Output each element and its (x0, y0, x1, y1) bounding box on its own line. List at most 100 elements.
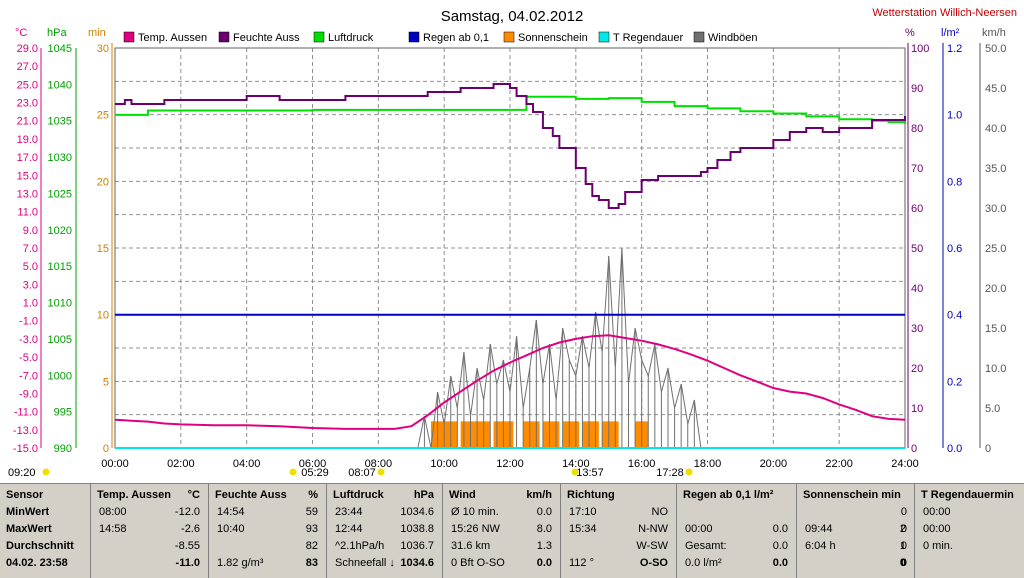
tick-label-rain_l: 1.0 (947, 110, 962, 122)
x-tick-label: 08:00 (365, 458, 393, 470)
table-cell-right: -2.6 (181, 523, 200, 535)
tick-label-temp_c: 3.0 (23, 279, 38, 291)
tick-label-pressure_hpa: 1030 (48, 152, 72, 164)
legend-swatch (123, 31, 135, 43)
table-cell-row: 23:44 1034.6 (327, 505, 442, 520)
table-cell-left: 08:00 (99, 506, 127, 518)
sun-marker (42, 468, 50, 476)
tick-label-wind_kmh: 10.0 (985, 363, 1006, 375)
legend-label: T Regendauer (613, 32, 683, 44)
tick-label-wind_kmh: 40.0 (985, 123, 1006, 135)
table-cell-left: 00:00 (923, 506, 951, 518)
tick-label-pressure_hpa: 1015 (48, 261, 72, 273)
tick-label-temp_c: -3.0 (19, 334, 38, 346)
table-col-unit: % (308, 489, 318, 501)
table-cell-row: 15:34 N-NW (561, 522, 676, 537)
table-cell-left: 12:44 (335, 523, 363, 535)
table-cell-row: ^2.1hPa/h 1036.7 (327, 539, 442, 554)
table-cell-left: 00:00 (685, 523, 713, 535)
tick-label-temp_c: 7.0 (23, 243, 38, 255)
table-cell-left: Ø 10 min. (451, 506, 499, 518)
table-cell-row: 09:44 2 (797, 522, 914, 537)
x-tick-label: 16:00 (628, 458, 656, 470)
table-cell-right: 0.0 (536, 557, 552, 569)
table-cell-row: 112 ° O-SO (561, 556, 676, 571)
x-tick-label: 12:00 (496, 458, 524, 470)
table-label-col: Sensor MinWert MaxWert Durchschnitt 04.02. 2… (0, 484, 90, 578)
table-col: Richtung 17:10 NO 15:34 N-NW W-SW 112 ° O-SO (560, 484, 676, 578)
tick-label-wind_kmh: 35.0 (985, 163, 1006, 175)
table-col: Regen ab 0,1 l/m² 00:00 0.0 Gesamt: 0.0 0.0 l… (676, 484, 796, 578)
table-cell-row: 12:44 1038.8 (327, 522, 442, 537)
table-cell-row: 0 Bft O-SO 0.0 (443, 556, 560, 571)
table-row-label: Sensor (6, 489, 44, 501)
table-cell-row (677, 505, 796, 520)
table-cell-row: 0.0 l/m² 0.0 (677, 556, 796, 571)
tick-label-pressure_hpa: 1010 (48, 298, 72, 310)
time-marker-label: 08:07 (348, 467, 376, 479)
weather-chart: Samstag, 04.02.2012 Wetterstation Willic… (8, 7, 1017, 479)
tick-label-pressure_hpa: 995 (54, 407, 72, 419)
table-cell-right: 1038.8 (400, 523, 434, 535)
legend-label: Sonnenschein (518, 32, 588, 44)
legend-swatch (218, 31, 230, 43)
tick-label-wind_kmh: 45.0 (985, 83, 1006, 95)
tick-label-temp_c: 11.0 (17, 207, 38, 219)
table-col-title: Regen ab 0,1 l/m² (683, 489, 774, 501)
tick-label-wind_kmh: 30.0 (985, 203, 1006, 215)
table-row-label: MinWert (6, 506, 50, 518)
table-cell-right: 0 (899, 557, 906, 569)
table-cell-left: 14:58 (99, 523, 127, 535)
tick-label-temp_c: 17.0 (17, 152, 38, 164)
tick-label-wind_kmh: 20.0 (985, 283, 1006, 295)
sunshine-bar (542, 421, 560, 448)
table-cell-left: 23:44 (335, 506, 363, 518)
table-col-title: Luftdruck (333, 489, 384, 501)
legend-swatch (598, 31, 610, 43)
tick-label-temp_c: 5.0 (23, 261, 38, 273)
table-cell-row: 0 (797, 556, 914, 571)
table-cell-left: 14:54 (217, 506, 245, 518)
tick-label-sun_min: 5 (103, 376, 109, 388)
x-tick-label: 04:00 (233, 458, 261, 470)
table-col-title: Sonnenschein min (803, 489, 901, 501)
table-col-title: T Regendauermin (921, 489, 1014, 501)
tick-label-temp_c: 25.0 (17, 79, 38, 91)
table-col-unit: km/h (526, 489, 552, 501)
table-cell-right: 0 (900, 557, 907, 569)
table-cell-right: 83 (305, 557, 318, 569)
tick-label-pressure_hpa: 1000 (48, 370, 72, 382)
table-col-header: Temp. Aussen °C (91, 488, 208, 503)
time-marker-label: 13:57 (576, 467, 604, 479)
x-tick-label: 20:00 (760, 458, 788, 470)
legend: Temp. Aussen Feuchte Auss Luftdruck Regen a… (123, 31, 758, 44)
table-cell-right: 8.0 (536, 523, 552, 535)
station-name: Wetterstation Willich-Neersen (872, 7, 1017, 19)
tick-label-pressure_hpa: 1020 (48, 225, 72, 237)
table-col: Wind km/h Ø 10 min. 0.0 15:26 NW 8.0 31.6 km 1.… (442, 484, 560, 578)
table-cell-right: -12.0 (174, 506, 200, 518)
table-cell-left: 15:34 (569, 523, 597, 535)
table-cell-left: 31.6 km (451, 540, 491, 552)
unit-temp: °C (15, 27, 27, 39)
table-cell-left: 112 ° (569, 557, 594, 569)
table-cell-right: 1034.6 (400, 506, 434, 518)
table-col-header: Wind km/h (443, 488, 560, 503)
table-cell-row: Gesamt: 0.0 (677, 539, 796, 554)
table-cell-right: 0 (900, 523, 907, 535)
table-cell-left: Schneefall ↓ (335, 557, 395, 569)
series-line-Luftdruck (115, 95, 906, 124)
sun-marker (377, 468, 385, 476)
table-cell-left: 0.0 l/m² (685, 557, 722, 569)
table-cell-right: O-SO (639, 557, 668, 569)
time-markers: 09:20 05:29 08:07 13:57 17:28 (8, 467, 693, 479)
tick-label-sun_min: 10 (97, 310, 109, 322)
tick-label-temp_c: -9.0 (19, 388, 38, 400)
tick-label-wind_kmh: 50.0 (985, 43, 1006, 55)
tick-label-temp_c: 1.0 (23, 298, 38, 310)
unit-humidity: % (905, 27, 915, 39)
tick-label-sun_min: 20 (97, 176, 109, 188)
x-tick-label: 24:00 (891, 458, 919, 470)
table-col: Feuchte Auss% 14:54 59 10:40 93 82 1.82 g/m³ 83 (208, 484, 326, 578)
legend-label: Temp. Aussen (138, 32, 207, 44)
